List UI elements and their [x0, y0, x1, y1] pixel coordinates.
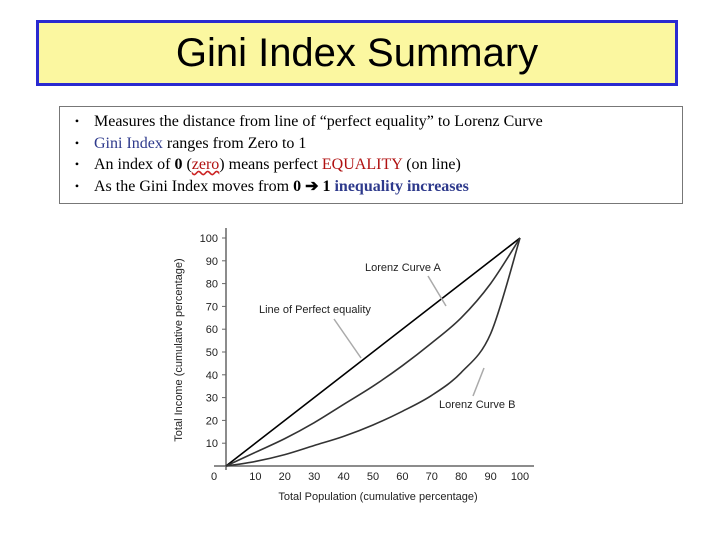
x-tick-label: 70 — [426, 471, 438, 483]
bullet-text-part: As the Gini Index moves from — [94, 177, 294, 195]
bullet-text-part: zero — [191, 156, 220, 173]
title-box: Gini Index Summary — [36, 20, 678, 86]
x-axis-label: Total Population (cumulative percentage) — [278, 491, 477, 503]
leader-line-a — [427, 275, 447, 307]
x-tick-label: 60 — [396, 471, 408, 483]
bullet-text-part: 0 — [174, 156, 183, 173]
series-line-perfect-equality — [225, 237, 521, 467]
y-axis-label: Total Income (cumulative percentage) — [173, 258, 185, 441]
page-title: Gini Index Summary — [175, 30, 539, 75]
bullet-list: • Measures the distance from line of “per… — [59, 106, 683, 204]
bullet-text: Gini Index ranges from Zero to 1 — [94, 133, 306, 155]
y-tick-label: 50 — [206, 347, 218, 359]
bullet-text: As the Gini Index moves from 0 ➔ 1 inequ… — [94, 176, 469, 198]
bullet-item: • Measures the distance from line of “per… — [60, 111, 682, 133]
leader-line-perfect — [333, 318, 362, 359]
bullet-text: Measures the distance from line of “perf… — [94, 111, 543, 133]
y-tick-label: 90 — [206, 256, 218, 268]
bullet-item: • Gini Index ranges from Zero to 1 — [60, 133, 682, 155]
bullet-text-part: ) means perfect — [219, 156, 322, 173]
bullet-text-part: ➔ — [301, 177, 323, 195]
x-tick-label: 100 — [511, 471, 529, 483]
label-lorenz-curve-a: Lorenz Curve A — [365, 262, 441, 274]
y-tick-label: 20 — [206, 415, 218, 427]
y-tick-label: 40 — [206, 370, 218, 382]
bullet-text-part: (on line) — [402, 156, 461, 173]
bullet-text-part: inequality increases — [330, 177, 469, 195]
x-tick-label: 90 — [484, 471, 496, 483]
y-tick-label: 100 — [200, 233, 218, 245]
bullet-dot-icon: • — [74, 157, 80, 171]
y-tick-label: 30 — [206, 393, 218, 405]
label-perfect-equality: Line of Perfect equality — [259, 304, 371, 316]
bullet-dot-icon: • — [74, 178, 80, 193]
series-line-lorenz-a — [225, 237, 521, 467]
y-tick-label: 70 — [206, 301, 218, 313]
bullet-text-part: ranges from Zero to 1 — [162, 134, 307, 152]
y-tick-label: 10 — [206, 438, 218, 450]
leader-line-b — [472, 367, 485, 397]
bullet-dot-icon: • — [74, 114, 80, 128]
bullet-text-part: ( — [182, 156, 192, 173]
bullet-text-part: An index of — [94, 156, 175, 173]
bullet-item: • An index of 0 (zero) means perfect EQUA… — [60, 154, 682, 176]
bullet-text-part: Gini Index — [94, 134, 163, 152]
bullet-text-part: 0 — [293, 177, 302, 195]
x-tick-label: 0 — [211, 471, 217, 483]
y-tick-label: 60 — [206, 324, 218, 336]
bullet-item: • As the Gini Index moves from 0 ➔ 1 ineq… — [60, 176, 682, 198]
x-tick-label: 80 — [455, 471, 467, 483]
bullet-text-part: Measures the distance from line of “perf… — [94, 113, 543, 130]
x-tick-label: 40 — [337, 471, 349, 483]
bullet-text-part: EQUALITY — [321, 156, 403, 173]
x-tick-label: 50 — [367, 471, 379, 483]
bullet-text-part: 1 — [322, 177, 331, 195]
bullet-dot-icon: • — [74, 135, 80, 150]
y-tick-label: 80 — [206, 279, 218, 291]
series-line-lorenz-b — [225, 237, 521, 467]
bullet-text: An index of 0 (zero) means perfect EQUAL… — [94, 154, 461, 176]
label-lorenz-curve-b: Lorenz Curve B — [439, 399, 515, 411]
x-tick-label: 10 — [249, 471, 261, 483]
x-tick-label: 20 — [279, 471, 291, 483]
x-tick-label: 30 — [308, 471, 320, 483]
